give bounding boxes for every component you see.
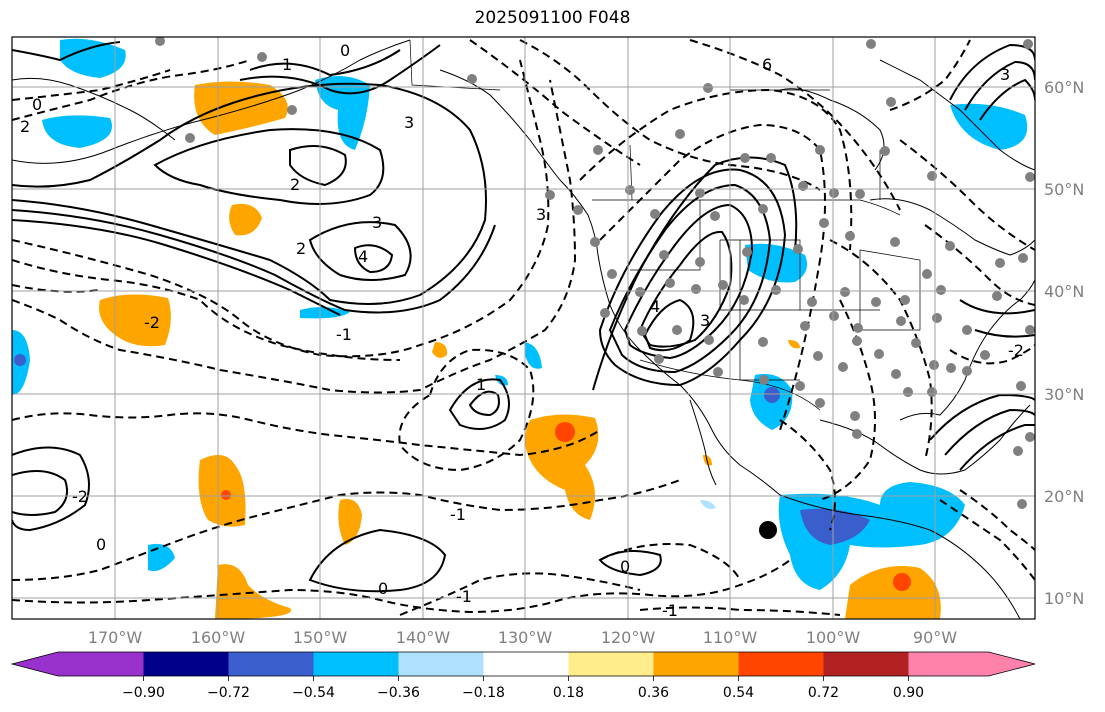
graticule xyxy=(12,37,1035,619)
contour-label: 3 xyxy=(1000,65,1010,84)
contour-label: 6 xyxy=(762,55,772,74)
contour-label: -2 xyxy=(144,313,160,332)
lat-label: 10°N xyxy=(1044,589,1084,608)
colorbar-tick: −0.18 xyxy=(462,685,505,701)
contour-label: -1 xyxy=(336,325,352,344)
colorbar-tick: 0.90 xyxy=(893,685,924,701)
colorbar-tick: −0.90 xyxy=(122,685,165,701)
colorbar-extend-high xyxy=(988,652,1035,676)
lon-label: 100°W xyxy=(806,628,861,647)
state-borders xyxy=(409,39,921,411)
colorbar-segment xyxy=(908,652,989,676)
colorbar-tick: −0.72 xyxy=(207,685,250,701)
contour-label: 2 xyxy=(296,239,306,258)
contour-label: 1 xyxy=(476,375,486,394)
lon-label: 110°W xyxy=(703,628,758,647)
contour-label: 4 xyxy=(358,247,368,266)
contour-labels: 0 2 1 3 3 2 -1 4 -2 -1 0 1 3 4 3 2 -2 0 … xyxy=(20,41,1024,620)
lat-label: 50°N xyxy=(1044,180,1084,199)
lon-label: 120°W xyxy=(601,628,656,647)
colorbar-segment xyxy=(313,652,399,676)
contour-label: 3 xyxy=(404,113,414,132)
lat-label: 30°N xyxy=(1044,385,1084,404)
latitude-labels: 60°N 50°N 40°N 30°N 20°N 10°N xyxy=(1044,78,1084,608)
colorbar-segment xyxy=(143,652,229,676)
lon-label: 150°W xyxy=(293,628,348,647)
colorbar-segment xyxy=(58,652,144,676)
colorbar-tick: −0.54 xyxy=(292,685,335,701)
contour-label: -1 xyxy=(456,587,472,606)
contour-label: 3 xyxy=(372,213,382,232)
lat-label: 60°N xyxy=(1044,78,1084,97)
colorbar-segment xyxy=(653,652,739,676)
contour-label: 3 xyxy=(700,311,710,330)
contour-label: -1 xyxy=(450,505,466,524)
contour-label: 0 xyxy=(378,579,388,598)
contour-label: -2 xyxy=(1008,341,1024,360)
colorbar-segment xyxy=(568,652,654,676)
lon-label: 160°W xyxy=(191,628,246,647)
lon-label: 170°W xyxy=(88,628,143,647)
lon-label: 130°W xyxy=(498,628,553,647)
colorbar-tick: −0.36 xyxy=(377,685,420,701)
colorbar-segment xyxy=(483,652,569,676)
contour-label: 0 xyxy=(96,535,106,554)
lat-label: 20°N xyxy=(1044,487,1084,506)
contour-label: 4 xyxy=(650,297,660,316)
contour-label: 2 xyxy=(20,117,30,136)
longitude-labels: 170°W 160°W 150°W 140°W 130°W 120°W 110°… xyxy=(88,628,957,647)
lat-label: 40°N xyxy=(1044,282,1084,301)
contour-label: 1 xyxy=(282,55,292,74)
colorbar-segment xyxy=(738,652,824,676)
colorbar-segment xyxy=(398,652,484,676)
contour-label: 3 xyxy=(536,205,546,224)
colorbar-tick: 0.18 xyxy=(553,685,584,701)
contour-label: 0 xyxy=(340,41,350,60)
contour-label: -2 xyxy=(72,487,88,506)
colorbar-segment xyxy=(228,652,314,676)
lon-label: 140°W xyxy=(396,628,451,647)
contour-label: 2 xyxy=(290,175,300,194)
contour-label: 0 xyxy=(620,557,630,576)
colorbar-extend-low xyxy=(12,652,58,676)
colorbar-tick: 0.72 xyxy=(808,685,839,701)
map-title: 2025091100 F048 xyxy=(474,8,631,28)
contour-lines xyxy=(12,41,1035,593)
colorbar-tick: 0.36 xyxy=(638,685,669,701)
colorbar-tick: 0.54 xyxy=(723,685,754,701)
lon-label: 90°W xyxy=(913,628,957,647)
location-marker xyxy=(759,521,777,539)
colorbar-segment xyxy=(823,652,909,676)
contour-label: -1 xyxy=(662,601,678,620)
colorbar: −0.90 −0.72 −0.54 −0.36 −0.18 0.18 0.36 … xyxy=(10,651,1036,701)
contour-label: 0 xyxy=(32,95,42,114)
